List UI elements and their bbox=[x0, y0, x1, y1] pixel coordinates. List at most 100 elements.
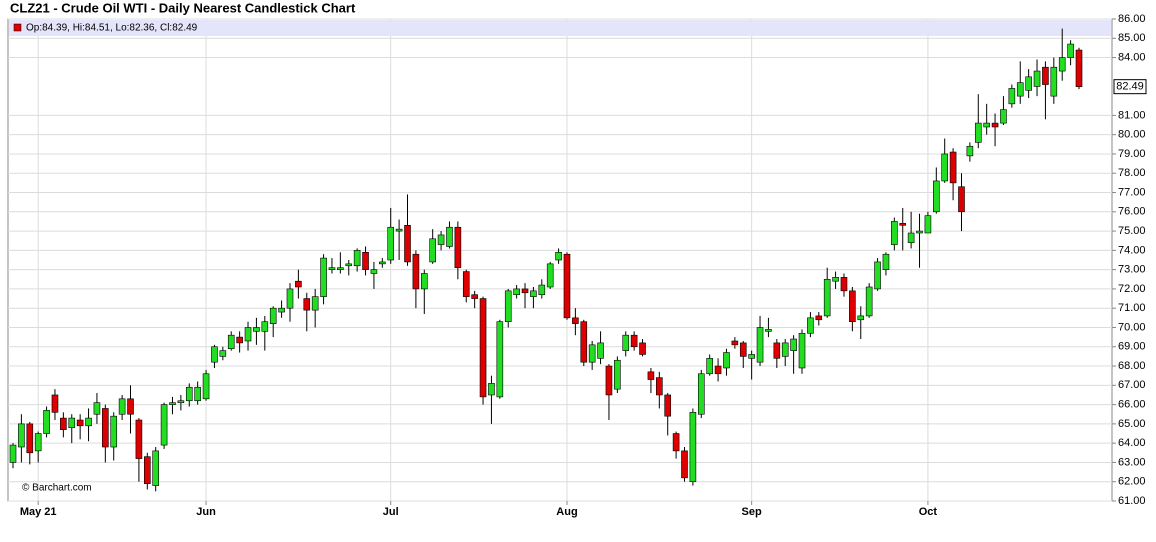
candle-body bbox=[572, 317, 579, 324]
y-tick-label: 80.00 bbox=[1118, 129, 1146, 141]
candle-body bbox=[815, 315, 823, 321]
candle-body bbox=[958, 186, 965, 213]
y-tick-label: 66.00 bbox=[1118, 399, 1146, 411]
y-tick-label: 73.00 bbox=[1118, 264, 1146, 276]
y-tick-label: 61.00 bbox=[1118, 495, 1146, 507]
candle-body bbox=[135, 419, 143, 459]
candle-body bbox=[362, 251, 369, 270]
candle-body bbox=[286, 288, 294, 309]
candle-body bbox=[840, 277, 848, 292]
candle-body bbox=[538, 284, 546, 296]
candle-body bbox=[966, 145, 974, 157]
candle-body bbox=[933, 180, 940, 213]
candle-body bbox=[169, 402, 176, 405]
candle-body bbox=[1075, 49, 1083, 87]
candle-body bbox=[143, 456, 151, 484]
candle-body bbox=[588, 344, 596, 363]
candle-body bbox=[605, 365, 613, 396]
candle-body bbox=[1050, 66, 1058, 97]
candle-body bbox=[521, 288, 529, 294]
candle-body bbox=[622, 334, 630, 351]
candle-body bbox=[1067, 43, 1074, 58]
candle-body bbox=[681, 450, 688, 479]
candle-body bbox=[949, 151, 957, 184]
candle-body bbox=[328, 267, 336, 270]
candle-body bbox=[219, 350, 227, 357]
candle-body bbox=[412, 253, 420, 290]
x-tick-label: May 21 bbox=[20, 506, 57, 518]
y-tick-label: 72.00 bbox=[1118, 283, 1146, 295]
candle-body bbox=[781, 342, 789, 357]
y-tick-label: 65.00 bbox=[1118, 418, 1146, 430]
y-tick-label: 62.00 bbox=[1118, 476, 1146, 488]
candle-body bbox=[471, 294, 478, 299]
candle-body bbox=[76, 419, 84, 427]
candle-body bbox=[51, 394, 59, 413]
x-tick-label: Jul bbox=[383, 506, 399, 518]
candle-body bbox=[580, 321, 588, 363]
candle-body bbox=[320, 257, 327, 297]
candle-body bbox=[127, 398, 134, 415]
y-tick-label: 63.00 bbox=[1118, 456, 1146, 468]
candle-body bbox=[462, 271, 470, 297]
candle-body bbox=[756, 327, 764, 363]
x-tick-label: Sep bbox=[742, 506, 762, 518]
candle-body bbox=[1025, 76, 1032, 91]
candle-body bbox=[672, 433, 680, 452]
candle-body bbox=[370, 269, 378, 274]
y-tick-label: 86.00 bbox=[1118, 13, 1146, 25]
candle-body bbox=[706, 358, 713, 375]
candle-body bbox=[773, 342, 781, 359]
ohlc-legend: Op:84.39, Hi:84.51, Lo:82.36, Cl:82.49 bbox=[26, 23, 198, 34]
candle-body bbox=[479, 298, 487, 398]
candle-body bbox=[345, 263, 353, 267]
candle-body bbox=[664, 394, 672, 417]
y-tick-label: 68.00 bbox=[1118, 360, 1146, 372]
candle-body bbox=[303, 298, 311, 311]
candle-body bbox=[269, 307, 277, 324]
y-tick-label: 76.00 bbox=[1118, 206, 1146, 218]
candle-body bbox=[748, 354, 755, 359]
candle-body bbox=[823, 278, 831, 317]
y-tick-label: 84.00 bbox=[1118, 51, 1146, 63]
chart-title: CLZ21 - Crude Oil WTI - Daily Nearest Ca… bbox=[10, 0, 356, 15]
candle-body bbox=[656, 377, 663, 396]
y-tick-label: 67.00 bbox=[1118, 379, 1146, 391]
candle-body bbox=[68, 417, 76, 429]
candle-body bbox=[311, 296, 319, 311]
x-tick-label: Jun bbox=[196, 506, 216, 518]
candle-body bbox=[513, 288, 520, 296]
last-price-label: 82.49 bbox=[1116, 81, 1144, 93]
candle-body bbox=[278, 307, 285, 313]
candle-body bbox=[446, 226, 453, 247]
candle-body bbox=[882, 253, 890, 270]
candle-body bbox=[429, 238, 436, 263]
candle-body bbox=[765, 329, 772, 332]
y-tick-label: 81.00 bbox=[1118, 109, 1146, 121]
candle-body bbox=[93, 402, 101, 415]
candle-body bbox=[916, 230, 923, 234]
candle-body bbox=[437, 234, 445, 245]
candle-body bbox=[563, 253, 571, 319]
candle-body bbox=[387, 226, 395, 261]
candle-body bbox=[798, 332, 806, 369]
y-tick-label: 70.00 bbox=[1118, 321, 1146, 333]
x-tick-label: Oct bbox=[919, 506, 938, 518]
candle-body bbox=[118, 398, 126, 415]
candle-body bbox=[1042, 66, 1049, 85]
candle-body bbox=[43, 410, 50, 434]
candle-body bbox=[244, 327, 252, 342]
candle-body bbox=[639, 342, 646, 355]
candle-body bbox=[1058, 57, 1066, 72]
candle-body bbox=[177, 400, 185, 403]
candle-body bbox=[530, 290, 537, 297]
candle-body bbox=[160, 404, 168, 446]
candle-body bbox=[295, 280, 302, 288]
candle-body bbox=[1033, 70, 1041, 87]
candle-body bbox=[739, 342, 747, 357]
y-tick-label: 79.00 bbox=[1118, 148, 1146, 160]
candle-body bbox=[832, 277, 839, 282]
candle-body bbox=[85, 417, 92, 427]
candle-body bbox=[404, 224, 411, 263]
candle-body bbox=[941, 153, 949, 182]
